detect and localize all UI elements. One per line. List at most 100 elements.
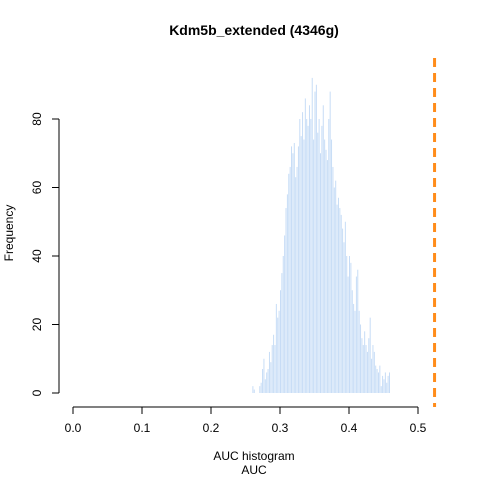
y-tick-label-0: 0 — [30, 389, 44, 396]
histogram-bar-0 — [252, 386, 254, 393]
histogram-bar-43 — [315, 84, 317, 393]
histogram-bar-11 — [271, 345, 273, 393]
histogram-bar-72 — [355, 276, 357, 393]
histogram-bar-19 — [282, 256, 284, 393]
histogram-bar-23 — [288, 173, 290, 393]
histogram-bar-69 — [351, 290, 353, 393]
histogram-bar-21 — [285, 208, 287, 393]
histogram-bar-73 — [357, 269, 359, 393]
histogram-bar-70 — [353, 303, 355, 393]
histogram-bar-83 — [371, 358, 373, 393]
histogram-bar-40 — [311, 77, 313, 394]
histogram-bar-82 — [369, 317, 371, 393]
histogram-bar-49 — [324, 139, 326, 393]
histogram-bar-74 — [358, 310, 360, 393]
y-tick-label-2: 40 — [30, 249, 44, 263]
histogram-bars — [252, 77, 390, 394]
histogram-bar-33 — [302, 112, 304, 394]
x-tick-label-0: 0.0 — [65, 421, 82, 435]
histogram-bar-88 — [377, 372, 379, 393]
x-tick-label-1: 0.1 — [134, 421, 151, 435]
histogram-bar-13 — [274, 345, 276, 393]
histogram-bar-34 — [303, 139, 305, 393]
histogram-bar-45 — [318, 119, 320, 393]
histogram-bar-51 — [326, 160, 328, 393]
histogram-bar-30 — [297, 146, 299, 393]
histogram-bar-67 — [349, 256, 350, 393]
histogram-bar-6 — [264, 379, 266, 393]
histogram-bar-65 — [346, 256, 348, 393]
histogram-bar-60 — [339, 208, 341, 393]
histogram-bar-2 — [259, 386, 261, 393]
histogram-bar-76 — [361, 338, 363, 393]
histogram-bar-96 — [389, 372, 390, 393]
x-axis-label: AUC histogram — [213, 449, 294, 463]
histogram-bar-5 — [263, 358, 265, 393]
histogram-bar-9 — [268, 351, 270, 393]
histogram-bar-68 — [350, 262, 352, 393]
histogram-bar-4 — [262, 369, 264, 393]
histogram-bar-66 — [347, 276, 349, 393]
histogram-bar-89 — [379, 365, 381, 393]
histogram-bar-48 — [322, 105, 324, 394]
histogram-bar-95 — [387, 375, 389, 394]
histogram-bar-35 — [304, 98, 306, 393]
histogram-bar-36 — [306, 119, 308, 393]
x-tick-label-3: 0.3 — [272, 421, 289, 435]
histogram-bar-16 — [278, 310, 280, 393]
histogram-bar-78 — [364, 331, 366, 393]
x-tick-label-4: 0.4 — [341, 421, 358, 435]
histogram-bar-26 — [292, 153, 294, 393]
histogram-bar-61 — [340, 214, 342, 393]
chart-title: Kdm5b_extended (4346g) — [169, 22, 339, 38]
histogram-bar-55 — [332, 166, 334, 393]
histogram-bar-63 — [343, 242, 345, 393]
histogram-bar-57 — [335, 180, 337, 393]
histogram-bar-87 — [376, 369, 378, 393]
histogram-bar-8 — [267, 369, 269, 393]
histogram-bar-25 — [291, 146, 293, 393]
histogram-bar-56 — [333, 187, 335, 393]
histogram-bar-14 — [275, 303, 277, 393]
histogram-bar-62 — [342, 228, 344, 393]
histogram-bar-86 — [375, 365, 377, 393]
histogram-bar-85 — [373, 351, 375, 393]
histogram-bar-64 — [344, 221, 346, 393]
x-tick-label-2: 0.2 — [203, 421, 220, 435]
histogram-bar-27 — [293, 142, 295, 393]
histogram-bar-47 — [321, 125, 323, 393]
histogram-bar-58 — [336, 204, 338, 394]
histogram-bar-52 — [328, 119, 330, 393]
histogram-bar-3 — [260, 382, 262, 393]
histogram-bar-44 — [317, 132, 319, 393]
histogram-bar-1 — [253, 389, 255, 393]
histogram-bar-50 — [325, 149, 327, 393]
histogram-bar-15 — [277, 317, 279, 393]
histogram-bar-92 — [383, 379, 385, 393]
histogram-bar-39 — [310, 119, 312, 393]
histogram-bar-12 — [273, 334, 275, 393]
y-tick-label-3: 60 — [30, 181, 44, 195]
histogram-bar-10 — [270, 362, 272, 393]
histogram-bar-79 — [365, 345, 367, 393]
histogram-bar-20 — [284, 235, 286, 393]
histogram-bar-46 — [320, 153, 321, 393]
histogram-bar-7 — [266, 372, 268, 393]
histogram-bar-31 — [299, 119, 301, 393]
x-axis-sublabel: AUC — [241, 463, 267, 477]
x-tick-label-5: 0.5 — [410, 421, 427, 435]
histogram-bar-71 — [354, 310, 356, 393]
histogram-bar-32 — [300, 136, 302, 394]
histogram-bar-81 — [368, 338, 370, 393]
histogram-bar-93 — [384, 372, 386, 393]
histogram-bar-53 — [329, 91, 331, 393]
y-axis-label: Frequency — [2, 205, 16, 262]
histogram-bar-24 — [289, 166, 291, 393]
histogram-bar-54 — [331, 139, 333, 393]
y-tick-label-1: 20 — [30, 318, 44, 332]
histogram-bar-94 — [386, 382, 388, 393]
y-axis: 0 20 40 60 80 — [30, 112, 60, 396]
histogram-bar-17 — [280, 290, 281, 393]
histogram-bar-42 — [314, 91, 316, 393]
